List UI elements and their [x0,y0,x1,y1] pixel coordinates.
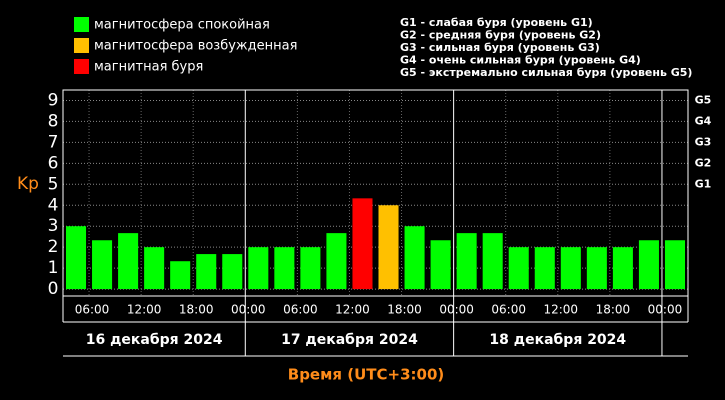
x-tick-label: 18:00 [179,303,214,317]
bar [248,247,269,290]
y-tick-label: 7 [48,132,59,152]
bar [560,247,581,290]
y-axis-label: Kp [17,174,39,194]
plot-frame [62,89,689,297]
y-tick-label: 8 [48,111,59,131]
bar [534,247,555,290]
y-tick-label: 6 [48,153,59,173]
bar [664,240,685,290]
bar [196,254,217,290]
bar [508,247,529,290]
storm-note: G1 - слабая буря (уровень G1) [400,16,593,29]
y-tick-label: 1 [48,258,59,278]
x-tick-label: 00:00 [439,303,474,317]
bar [378,205,399,290]
y2-tick-label: G2 [695,156,712,169]
bar [456,233,477,290]
y-tick-label: 2 [48,237,59,257]
storm-note: G5 - экстремально сильная буря (уровень … [400,66,692,79]
x-tick-label: 06:00 [491,303,526,317]
x-tick-label: 12:00 [543,303,578,317]
bar [404,226,425,290]
storm-note: G3 - сильная буря (уровень G3) [400,41,600,54]
y2-tick-label: G4 [695,114,712,127]
bar [118,233,139,290]
y2-tick-label: G5 [695,93,712,106]
x-tick-label: 06:00 [75,303,110,317]
bar [144,247,165,290]
x-tick-label: 06:00 [283,303,318,317]
bar [274,247,295,290]
legend-label: магнитосфера спокойная [94,18,270,33]
x-axis-label: Время (UTC+3:00) [288,366,444,384]
x-tick-label: 00:00 [231,303,266,317]
bar [638,240,659,290]
y-tick-label: 9 [48,90,59,110]
y-tick-label: 0 [48,279,59,299]
storm-note: G2 - средняя буря (уровень G2) [400,29,601,42]
bar [326,233,347,290]
x-tick-label: 12:00 [335,303,370,317]
bar [300,247,321,290]
bar [430,240,451,290]
y2-tick-label: G3 [695,135,712,148]
day-label: 18 декабря 2024 [489,332,626,348]
y-tick-label: 4 [48,195,59,215]
y2-tick-label: G1 [695,177,712,190]
bar [586,247,607,290]
day-label: 16 декабря 2024 [86,332,223,348]
x-tick-label: 18:00 [387,303,422,317]
bar [222,254,243,290]
x-tick-label: 00:00 [648,303,683,317]
legend-swatch [74,38,89,53]
day-label: 17 декабря 2024 [281,332,418,348]
legend-swatch [74,59,89,74]
legend-label: магнитная буря [94,60,203,75]
x-tick-label: 18:00 [596,303,631,317]
legend-label: магнитосфера возбужденная [94,39,297,54]
bar [612,247,633,290]
y-tick-label: 5 [48,174,59,194]
bar [482,233,503,290]
bar [170,261,191,290]
bar [352,198,373,290]
y-tick-label: 3 [48,216,59,236]
bar [66,226,87,290]
bar [92,240,113,290]
storm-note: G4 - очень сильная буря (уровень G4) [400,54,641,67]
x-tick-label: 12:00 [127,303,162,317]
legend-swatch [74,17,89,32]
